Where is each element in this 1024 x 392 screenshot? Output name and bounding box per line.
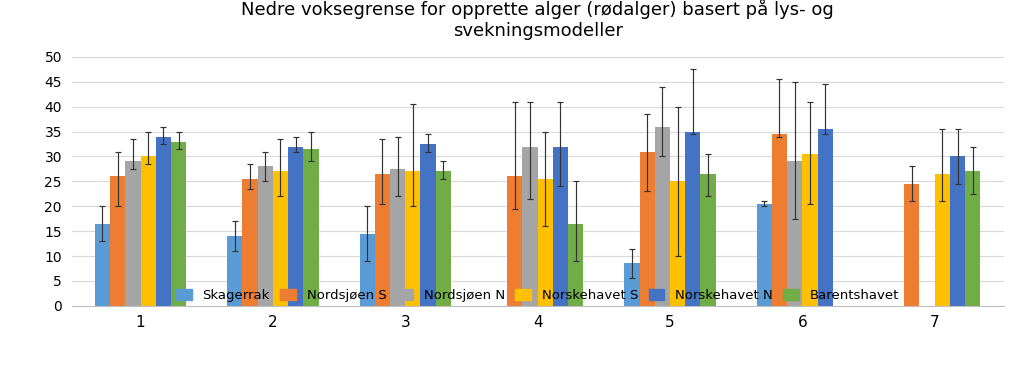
Bar [406, 171, 421, 306]
Bar [171, 142, 186, 306]
Bar [625, 263, 640, 306]
Bar [110, 176, 125, 306]
Bar [435, 171, 451, 306]
Bar [156, 136, 171, 306]
Bar [507, 176, 522, 306]
Bar [227, 236, 243, 306]
Bar [243, 179, 258, 306]
Bar [935, 174, 950, 306]
Bar [670, 181, 685, 306]
Bar [817, 129, 833, 306]
Bar [258, 167, 272, 306]
Bar [288, 147, 303, 306]
Bar [803, 154, 817, 306]
Bar [125, 162, 140, 306]
Bar [568, 224, 584, 306]
Bar [772, 134, 787, 306]
Bar [522, 147, 538, 306]
Bar [966, 171, 980, 306]
Bar [140, 156, 156, 306]
Bar [553, 147, 568, 306]
Bar [390, 169, 406, 306]
Bar [640, 152, 654, 306]
Bar [950, 156, 966, 306]
Bar [272, 171, 288, 306]
Bar [303, 149, 318, 306]
Bar [95, 224, 110, 306]
Title: Nedre voksegrense for opprette alger (rødalger) basert på lys- og
svekningsmodel: Nedre voksegrense for opprette alger (rø… [242, 0, 834, 40]
Bar [359, 234, 375, 306]
Bar [757, 204, 772, 306]
Legend: Skagerrak, Nordsjøen S, Nordsjøen N, Norskehavet S, Norskehavet N, Barentshavet: Skagerrak, Nordsjøen S, Nordsjøen N, Nor… [176, 289, 899, 302]
Bar [421, 144, 435, 306]
Bar [538, 179, 553, 306]
Bar [375, 174, 390, 306]
Bar [904, 184, 920, 306]
Bar [700, 174, 716, 306]
Bar [787, 162, 803, 306]
Bar [685, 132, 700, 306]
Bar [654, 127, 670, 306]
